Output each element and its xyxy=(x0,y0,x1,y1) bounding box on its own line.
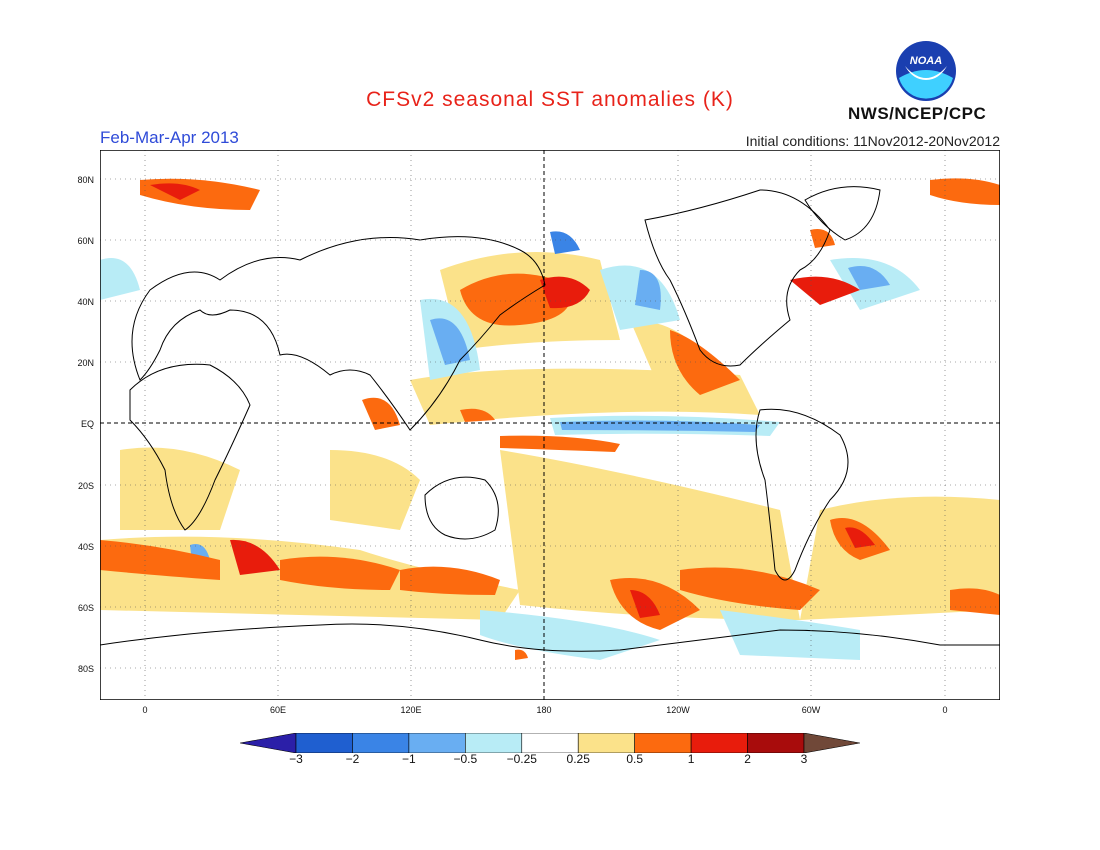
legend-tick-label: −2 xyxy=(345,752,360,766)
legend-swatch xyxy=(747,733,805,753)
noaa-logo-text: NOAA xyxy=(910,55,942,67)
legend-swatch xyxy=(577,733,635,753)
lon-label-120e: 120E xyxy=(400,705,422,715)
organization-label: NWS/NCEP/CPC xyxy=(848,104,987,123)
lon-label-60w: 60W xyxy=(801,705,821,715)
lon-label-180: 180 xyxy=(536,705,552,715)
continent-outlines xyxy=(100,186,1000,700)
legend-tick-label: 2 xyxy=(744,752,751,766)
noaa-logo: NOAA xyxy=(896,41,956,101)
legend-tick-label: 1 xyxy=(687,752,695,766)
legend-tick-label: 0.25 xyxy=(566,752,590,766)
anomaly-shading xyxy=(100,178,1000,660)
legend-swatch xyxy=(634,733,692,753)
grid xyxy=(100,150,1000,700)
lon-label-0-west: 0 xyxy=(142,705,148,715)
lat-label-80n: 80N xyxy=(77,175,94,185)
lat-label-60n: 60N xyxy=(77,236,94,246)
lat-label-80s: 80S xyxy=(77,664,94,674)
legend-tick-label: 0.5 xyxy=(626,752,643,766)
lat-label-20s: 20S xyxy=(77,481,94,491)
lat-label-eq: EQ xyxy=(80,419,94,429)
color-scale-legend xyxy=(240,733,860,753)
lat-label-60s: 60S xyxy=(77,603,94,613)
legend-swatch xyxy=(465,733,523,753)
legend-swatch xyxy=(408,733,466,753)
legend-swatch xyxy=(295,733,353,753)
legend-swatch xyxy=(521,733,579,753)
lat-label-20n: 20N xyxy=(77,358,94,368)
legend-swatch xyxy=(352,733,410,753)
legend-tick-label: −0.5 xyxy=(453,752,478,766)
sst-anomaly-map xyxy=(100,150,1000,700)
legend-swatch xyxy=(690,733,748,753)
legend-tick-label: −0.25 xyxy=(506,752,537,766)
lon-label-120w: 120W xyxy=(666,705,690,715)
legend-tick-label: 3 xyxy=(800,752,808,766)
legend-arrow-low xyxy=(240,733,297,753)
lat-label-40s: 40S xyxy=(77,542,94,552)
lat-label-40n: 40N xyxy=(77,297,94,307)
map-title: CFSv2 seasonal SST anomalies (K) xyxy=(366,88,734,111)
forecast-period: Feb-Mar-Apr 2013 xyxy=(100,128,239,147)
legend-arrow-high xyxy=(803,733,860,753)
legend-tick-label: −3 xyxy=(289,752,303,766)
reference-lines xyxy=(100,150,1000,700)
lon-label-60e: 60E xyxy=(269,705,286,715)
lon-label-0-east: 0 xyxy=(942,705,948,715)
initial-conditions: Initial conditions: 11Nov2012-20Nov2012 xyxy=(745,133,1000,149)
legend-tick-label: −1 xyxy=(402,752,416,766)
